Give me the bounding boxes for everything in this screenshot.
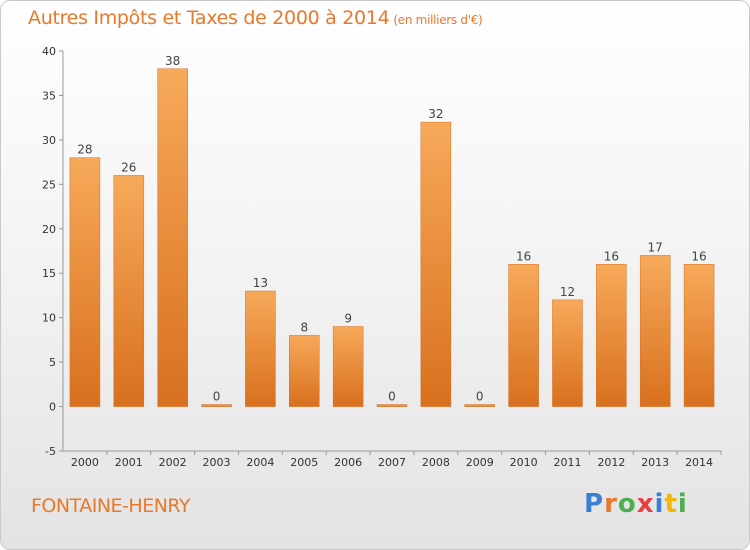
chart-title: Autres Impôts et Taxes de 2000 à 2014 (en… [28,7,483,29]
x-tick-label: 2002 [159,456,187,469]
bar [113,175,145,407]
data-label: 8 [300,320,308,334]
logo-letter: i [654,489,665,519]
bar [420,121,452,407]
y-tick-label: 10 [42,312,56,325]
y-tick-label: -5 [45,445,56,458]
x-tick-label: 2014 [685,456,713,469]
data-label: 0 [476,390,484,404]
bar [376,404,408,407]
data-label: 26 [121,160,136,174]
bar [464,404,495,407]
data-label: 38 [165,54,180,68]
x-tick-label: 2013 [641,456,669,469]
data-label: 32 [428,107,443,121]
x-tick-label: 2007 [378,456,406,469]
chart-subtitle: (en milliers d'€) [393,13,483,27]
data-label: 12 [560,285,575,299]
logo-letter: x [636,489,655,519]
data-label: 16 [516,249,531,263]
bar [596,264,627,407]
commune-name: FONTAINE-HENRY [31,495,191,517]
x-tick-label: 2000 [71,456,99,469]
x-tick-label: 2011 [553,456,581,469]
data-label: 16 [691,249,706,263]
bar [289,335,320,407]
bar [245,290,276,407]
x-tick-label: 2008 [422,456,450,469]
logo-letter: i [677,489,688,519]
bar [201,404,232,407]
bar [683,264,715,407]
y-tick-label: 5 [49,356,56,369]
x-tick-label: 2004 [246,456,274,469]
x-tick-label: 2010 [510,456,538,469]
data-label: 0 [213,390,221,404]
y-tick-label: 20 [42,223,56,236]
y-tick-label: 35 [42,89,56,102]
data-label: 0 [388,390,396,404]
logo-letter: o [617,489,637,519]
data-label: 9 [344,312,352,326]
x-tick-label: 2003 [203,456,231,469]
data-label: 28 [77,143,92,157]
logo-letter: r [604,489,618,519]
x-tick-label: 2005 [290,456,318,469]
bar [69,157,101,407]
x-tick-label: 2012 [597,456,625,469]
x-tick-label: 2006 [334,456,362,469]
y-tick-label: 30 [42,134,56,147]
y-tick-label: 0 [49,401,56,414]
y-tick-label: 15 [42,267,56,280]
data-label: 13 [253,276,268,290]
x-tick-label: 2009 [466,456,494,469]
y-tick-label: 40 [42,45,56,58]
bar [639,255,671,407]
x-tick-label: 2001 [115,456,143,469]
y-tick-label: 25 [42,178,56,191]
logo-letter: P [584,489,605,519]
bar [332,326,364,407]
logo-letter: t [664,489,678,519]
data-label: 16 [604,249,619,263]
bar [508,264,539,407]
bar [552,299,583,407]
data-label: 17 [648,240,663,254]
proxiti-logo[interactable]: Proxiti [584,489,688,519]
bar [157,68,188,407]
